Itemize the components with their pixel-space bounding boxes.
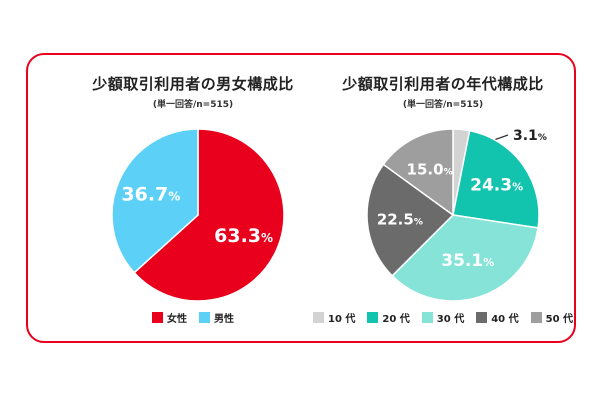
- legend-item: 50 代: [530, 310, 574, 325]
- gender-legend: 女性 男性: [58, 310, 328, 325]
- gender-pie-chart: 63.3% 36.7%: [111, 128, 285, 302]
- slice-value-label: 24.3%: [470, 175, 523, 195]
- pie-slice-50代: [382, 128, 454, 217]
- slice-value-label: 15.0%: [407, 160, 453, 178]
- legend-label: 10 代: [327, 314, 356, 325]
- legend-label: 女性: [167, 314, 187, 325]
- chart-frame: 少額取引利用者の男女構成比 (単一回答/n=515) 63.3% 36.7% 女性…: [26, 53, 576, 343]
- legend-item: 女性: [152, 310, 187, 325]
- pie-slice-20代: [452, 129, 540, 229]
- age-chart-subtitle: (単一回答/n=515): [402, 100, 484, 110]
- slice-value-label: 36.7%: [121, 184, 180, 206]
- gender-chart-title: 少額取引利用者の男女構成比: [92, 75, 294, 93]
- legend-swatch: [530, 312, 542, 323]
- gender-chart-panel: 少額取引利用者の男女構成比 (単一回答/n=515) 63.3% 36.7% 女性…: [58, 55, 328, 341]
- legend-item: 男性: [199, 310, 234, 325]
- pie-slice-30代: [391, 214, 539, 302]
- legend-label: 40 代: [491, 314, 519, 325]
- slice-value-label: 35.1%: [441, 251, 494, 271]
- legend-swatch: [421, 312, 433, 323]
- pie-slice-女性: [133, 128, 285, 302]
- legend-item: 20 代: [367, 310, 410, 325]
- legend-label: 50 代: [545, 314, 574, 325]
- legend-label: 男性: [214, 314, 234, 325]
- slice-value-label: 63.3%: [214, 225, 273, 247]
- legend-swatch: [312, 312, 324, 323]
- legend-swatch: [199, 312, 210, 323]
- age-chart-panel: 少額取引利用者の年代構成比 (単一回答/n=515) 3.1% 24.3% 35.1…: [308, 55, 578, 341]
- age-legend: 10 代 20 代 30 代 40 代 50 代: [308, 310, 578, 325]
- legend-label: 20 代: [382, 314, 410, 325]
- legend-item: 40 代: [476, 310, 519, 325]
- legend-item: 10 代: [312, 310, 356, 325]
- legend-item: 30 代: [421, 310, 465, 325]
- legend-label: 30 代: [436, 314, 465, 325]
- age-pie-chart: 3.1% 24.3% 35.1% 22.5% 15.0%: [366, 128, 547, 302]
- slice-value-label: 22.5%: [377, 210, 423, 228]
- pie-slice-男性: [111, 128, 199, 274]
- age-chart-title: 少額取引利用者の年代構成比: [342, 75, 544, 93]
- legend-swatch: [152, 312, 163, 323]
- legend-swatch: [476, 312, 488, 323]
- slice-value-label: 3.1%: [513, 128, 547, 144]
- pie-slice-40代: [366, 163, 455, 277]
- gender-chart-subtitle: (単一回答/n=515): [152, 100, 234, 110]
- legend-swatch: [367, 312, 379, 323]
